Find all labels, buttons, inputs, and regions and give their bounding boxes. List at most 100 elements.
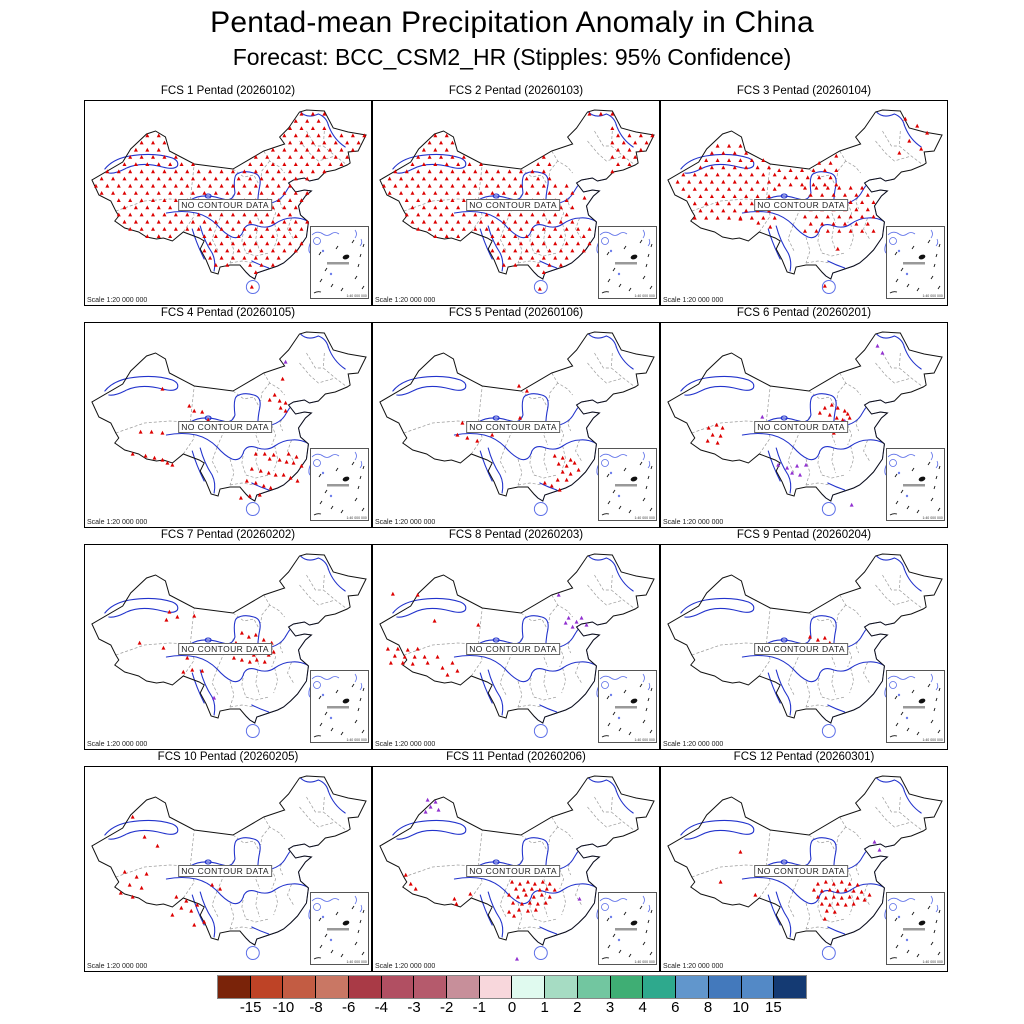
stipple-dot bbox=[543, 900, 548, 905]
stipple-dot bbox=[161, 645, 166, 650]
stipple-dot bbox=[267, 397, 272, 402]
panel-title: FCS 5 Pentad (20260106) bbox=[448, 307, 584, 319]
inset-coastline bbox=[311, 673, 363, 720]
colorbar-segment bbox=[643, 976, 677, 998]
inset-gray-bar bbox=[327, 706, 349, 709]
stipple-dot bbox=[213, 263, 218, 267]
stipple-dot bbox=[219, 169, 224, 174]
stipple-dot bbox=[541, 255, 546, 260]
no-contour-data-label: NO CONTOUR DATA bbox=[178, 865, 272, 878]
stipple-dot bbox=[143, 453, 148, 458]
stipple-dot bbox=[456, 234, 461, 238]
rivers bbox=[104, 333, 346, 494]
stipple-dot bbox=[192, 613, 197, 618]
stipple-dot bbox=[427, 169, 432, 174]
stipple-dot bbox=[749, 187, 754, 191]
inset-islands bbox=[318, 239, 365, 292]
stipple-dot bbox=[524, 248, 529, 253]
stipple-dot bbox=[165, 460, 170, 465]
stipple-dot bbox=[276, 183, 281, 188]
national-boundary bbox=[91, 775, 367, 946]
stipple-dot bbox=[248, 248, 253, 253]
stipple-dot bbox=[638, 133, 643, 138]
stipple-dot bbox=[715, 215, 720, 220]
colorbar-tick-label: 4 bbox=[638, 999, 647, 1016]
stipple-dot bbox=[788, 182, 793, 187]
inset-map-svg bbox=[311, 451, 365, 516]
inset-map-svg bbox=[311, 673, 365, 738]
colorbar-segment bbox=[381, 976, 415, 998]
stipple-dot bbox=[196, 183, 201, 188]
stipple-dot bbox=[195, 902, 200, 907]
stipple-dot bbox=[345, 140, 350, 145]
coastline bbox=[245, 843, 319, 960]
stipple-dot bbox=[258, 468, 263, 473]
inset-map-svg bbox=[887, 451, 941, 516]
stipple-dot bbox=[288, 140, 293, 145]
stipple-dot bbox=[564, 212, 569, 217]
south-china-sea-inset: 1:40 000 000 bbox=[598, 670, 657, 743]
stipple-dot bbox=[427, 140, 432, 145]
stipple-dot bbox=[333, 155, 338, 159]
inset-scale-mark bbox=[313, 513, 322, 516]
stipple-dot bbox=[834, 168, 839, 172]
colorbar-segment bbox=[348, 976, 382, 998]
stipple-dot bbox=[350, 133, 355, 138]
colorbar-segment bbox=[316, 976, 349, 998]
stipple-dot bbox=[282, 219, 287, 224]
stipple-dot bbox=[185, 183, 190, 188]
stipple-dot bbox=[276, 241, 281, 246]
inset-scale-mark bbox=[889, 513, 898, 516]
stipple-dot bbox=[570, 219, 575, 224]
stipple-dot bbox=[156, 191, 161, 195]
stipple-dot bbox=[681, 172, 686, 177]
stipple-dot bbox=[524, 219, 529, 224]
stipple-dot bbox=[563, 620, 568, 625]
stipple-dot bbox=[151, 198, 156, 202]
colorbar-segment bbox=[414, 976, 448, 998]
stipple-dot bbox=[128, 198, 133, 202]
stipple-dot bbox=[461, 198, 466, 202]
stipple-dot bbox=[404, 183, 409, 188]
stipple-dot bbox=[316, 133, 321, 138]
stipple-dot bbox=[167, 609, 172, 614]
stipple-dot bbox=[698, 179, 703, 184]
stipple-dot bbox=[294, 454, 299, 459]
map-scale-label: Scale 1:20 000 000 bbox=[663, 963, 724, 970]
stipple-dot bbox=[249, 466, 254, 471]
stipple-dot bbox=[299, 155, 304, 159]
stipple-dot bbox=[322, 155, 327, 159]
stipple-dot bbox=[208, 183, 213, 188]
stipple-dot bbox=[860, 214, 865, 219]
coastline bbox=[533, 843, 607, 960]
stipple-dot bbox=[208, 255, 213, 260]
stipple-dot bbox=[549, 483, 554, 488]
stipple-dot bbox=[160, 430, 165, 435]
stipple-dot bbox=[305, 133, 310, 138]
stipple-dot bbox=[105, 183, 110, 188]
stipple-dot bbox=[507, 241, 512, 246]
stipple-dot bbox=[151, 183, 156, 188]
colorbar-tick-label: -3 bbox=[407, 999, 421, 1016]
stipple-dot bbox=[496, 255, 501, 260]
stipple-dot bbox=[266, 470, 271, 475]
stipple-dot bbox=[823, 895, 828, 900]
stipple-dot bbox=[817, 410, 822, 415]
stipple-dot bbox=[490, 432, 495, 437]
rivers bbox=[392, 555, 634, 716]
stipple-dot bbox=[834, 182, 839, 187]
stipple-dot bbox=[919, 146, 924, 151]
inset-map-svg bbox=[311, 229, 365, 294]
stipple-dot bbox=[738, 172, 743, 177]
stipple-dot bbox=[479, 219, 483, 224]
inset-scale-label: 1:40 000 000 bbox=[922, 738, 943, 743]
no-contour-data-label: NO CONTOUR DATA bbox=[754, 421, 848, 434]
stipple-dot bbox=[865, 221, 870, 226]
stipple-dot bbox=[760, 414, 765, 419]
stipple-dot bbox=[310, 111, 315, 116]
stipple-layer bbox=[403, 797, 582, 961]
stipple-dot bbox=[444, 176, 449, 181]
stipple-dot bbox=[835, 888, 840, 893]
inset-map-svg bbox=[599, 895, 653, 960]
stipple-dot bbox=[160, 457, 165, 462]
